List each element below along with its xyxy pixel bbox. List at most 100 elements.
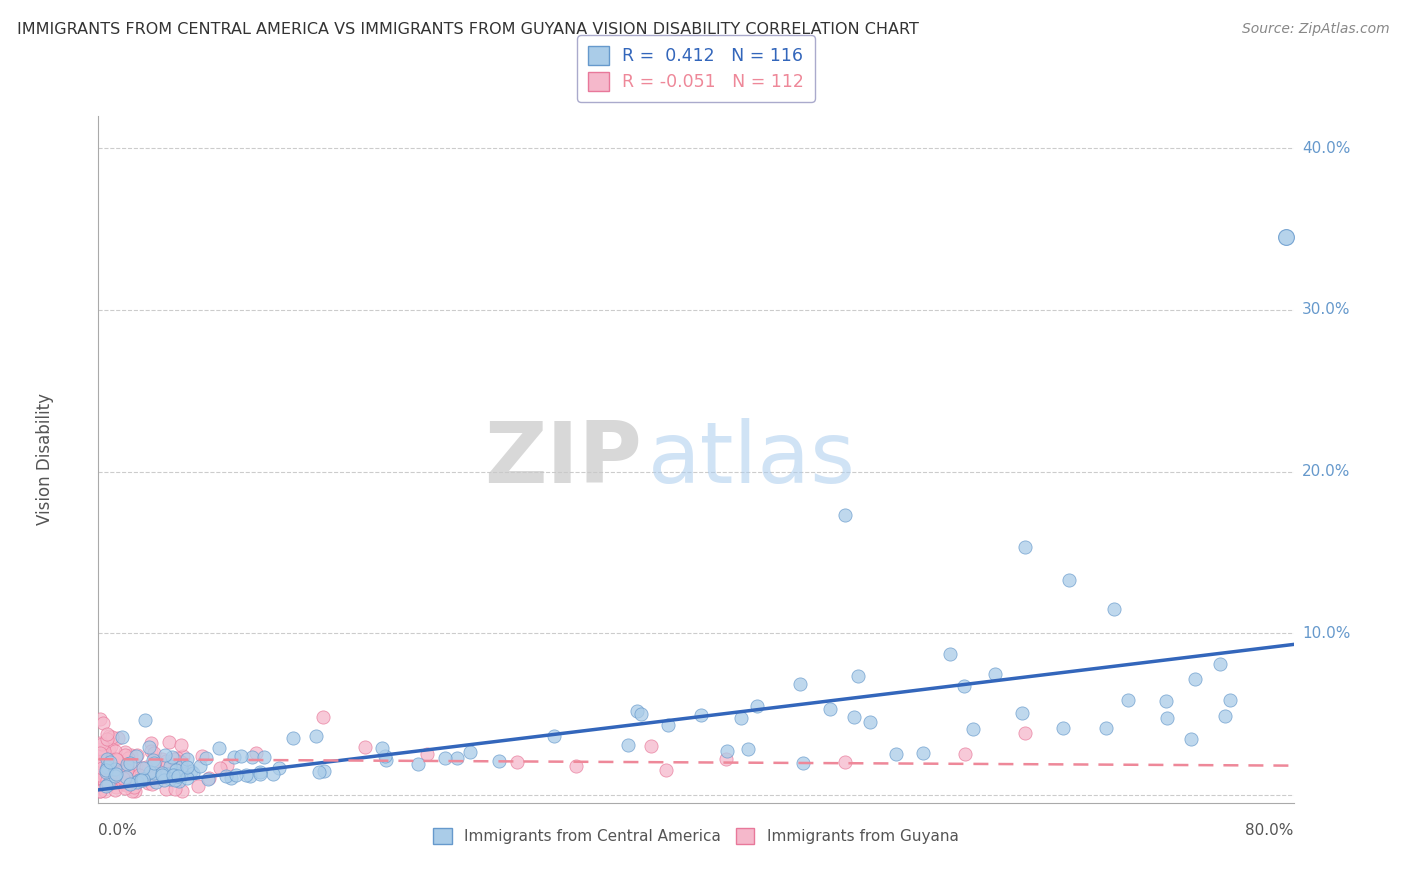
Text: atlas: atlas xyxy=(648,417,856,501)
Point xyxy=(100,739,122,753)
Point xyxy=(269,761,291,775)
Point xyxy=(176,760,198,774)
Point xyxy=(104,762,127,776)
Point xyxy=(169,738,191,752)
Point xyxy=(446,750,468,764)
Point xyxy=(94,768,117,782)
Text: 30.0%: 30.0% xyxy=(1302,302,1350,318)
Point xyxy=(114,781,136,796)
Point xyxy=(120,748,142,763)
Point xyxy=(1118,693,1140,707)
Point xyxy=(167,773,190,788)
Point xyxy=(834,756,856,770)
Point xyxy=(152,770,174,784)
Point xyxy=(162,767,184,781)
Point xyxy=(89,784,111,798)
Point xyxy=(110,770,132,784)
Point xyxy=(434,751,457,765)
Point xyxy=(118,756,141,770)
Point xyxy=(100,730,122,744)
Point xyxy=(640,739,662,754)
Point xyxy=(1209,657,1232,672)
Text: ZIP: ZIP xyxy=(485,417,643,501)
Text: Vision Disability: Vision Disability xyxy=(35,393,53,525)
Point xyxy=(188,759,211,773)
Point xyxy=(565,758,588,772)
Point xyxy=(262,766,284,780)
Point xyxy=(103,765,125,780)
Point xyxy=(844,709,866,723)
Text: Source: ZipAtlas.com: Source: ZipAtlas.com xyxy=(1241,22,1389,37)
Point xyxy=(176,751,198,765)
Point xyxy=(159,758,181,772)
Point xyxy=(129,773,152,788)
Point xyxy=(91,760,114,774)
Point xyxy=(172,748,194,763)
Point xyxy=(97,743,120,757)
Point xyxy=(143,746,166,760)
Point xyxy=(170,760,193,774)
Legend: Immigrants from Central America, Immigrants from Guyana: Immigrants from Central America, Immigra… xyxy=(427,822,965,850)
Point xyxy=(198,771,221,785)
Point xyxy=(91,761,114,775)
Point xyxy=(139,736,162,750)
Point xyxy=(716,744,738,758)
Point xyxy=(225,768,247,782)
Point xyxy=(122,780,145,795)
Point xyxy=(107,731,129,746)
Point xyxy=(163,767,186,781)
Point xyxy=(128,768,150,782)
Point xyxy=(125,774,148,789)
Point xyxy=(170,767,193,781)
Text: 80.0%: 80.0% xyxy=(1246,823,1294,838)
Point xyxy=(884,747,907,762)
Point xyxy=(150,751,173,765)
Point xyxy=(848,669,870,683)
Point xyxy=(134,713,156,727)
Point xyxy=(208,740,231,755)
Point xyxy=(370,740,392,755)
Point xyxy=(125,749,148,764)
Point xyxy=(108,757,131,772)
Point xyxy=(91,716,114,731)
Point xyxy=(89,746,111,760)
Point xyxy=(111,731,134,745)
Point xyxy=(100,753,122,767)
Point xyxy=(107,753,129,767)
Point xyxy=(94,779,117,793)
Point xyxy=(91,754,114,768)
Point xyxy=(97,729,120,743)
Point xyxy=(150,765,173,780)
Point xyxy=(155,754,177,768)
Point xyxy=(1154,694,1177,708)
Point xyxy=(194,751,217,765)
Point xyxy=(139,744,162,758)
Point xyxy=(962,723,984,737)
Point xyxy=(239,769,262,783)
Point xyxy=(305,729,328,743)
Point xyxy=(1052,721,1074,735)
Point xyxy=(141,777,163,791)
Point xyxy=(103,765,125,780)
Point xyxy=(139,765,162,780)
Text: 10.0%: 10.0% xyxy=(1302,625,1350,640)
Point xyxy=(657,718,679,732)
Point xyxy=(157,735,180,749)
Point xyxy=(939,647,962,661)
Point xyxy=(215,769,238,783)
Point xyxy=(103,759,125,773)
Point xyxy=(114,748,136,763)
Point xyxy=(96,773,118,788)
Point xyxy=(105,767,128,781)
Point xyxy=(93,743,115,757)
Point xyxy=(96,726,118,740)
Text: IMMIGRANTS FROM CENTRAL AMERICA VS IMMIGRANTS FROM GUYANA VISION DISABILITY CORR: IMMIGRANTS FROM CENTRAL AMERICA VS IMMIG… xyxy=(17,22,918,37)
Point xyxy=(90,742,112,756)
Point xyxy=(94,784,117,798)
Point xyxy=(180,764,202,778)
Point xyxy=(170,755,193,769)
Point xyxy=(792,756,814,770)
Point xyxy=(911,747,934,761)
Point xyxy=(117,750,139,764)
Point xyxy=(1011,706,1033,721)
